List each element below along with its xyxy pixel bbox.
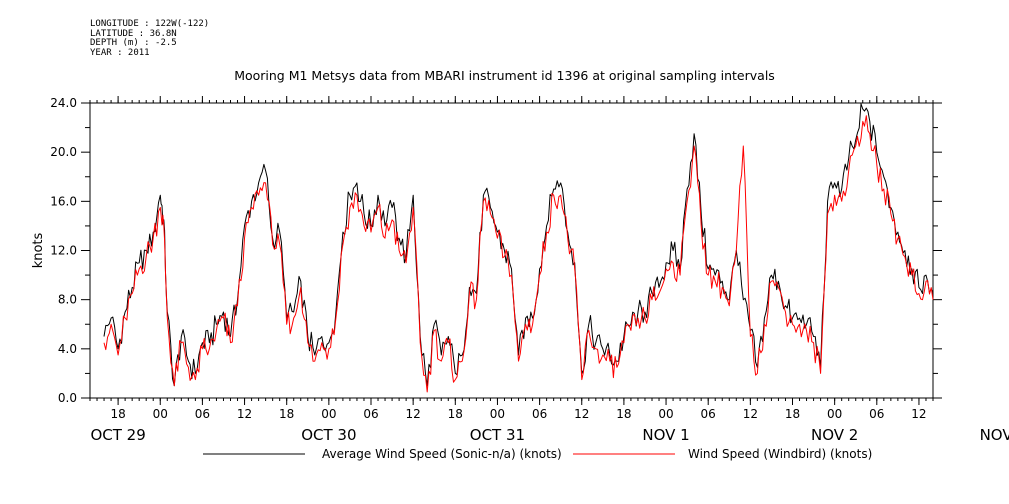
x-tick-label: 00: [827, 407, 842, 421]
x-date-label: OCT 29: [90, 426, 145, 444]
x-tick-label: 06: [701, 407, 716, 421]
x-tick-label: 18: [448, 407, 463, 421]
meta-depth: DEPTH (m) : -2.5: [90, 38, 177, 48]
x-tick-label: 00: [658, 407, 673, 421]
x-tick-label: 12: [743, 407, 758, 421]
series-line-average-wind-speed: [103, 103, 934, 387]
legend-label-average: Average Wind Speed (Sonic-n/a) (knots): [322, 447, 562, 461]
meta-latitude: LATITUDE : 36.8N: [90, 28, 177, 39]
meta-year: YEAR : 2011: [90, 47, 150, 58]
chart-title: Mooring M1 Metsys data from MBARI instru…: [234, 68, 775, 83]
x-tick-label: 18: [279, 407, 294, 421]
x-date-label: NOV 2: [811, 426, 858, 444]
y-tick-label: 8.0: [58, 293, 77, 307]
y-tick-label: 12.0: [50, 244, 77, 258]
x-tick-label: 18: [616, 407, 631, 421]
x-tick-label: 12: [911, 407, 926, 421]
meta-longitude: LONGITUDE : 122W(-122): [90, 19, 210, 29]
y-tick-label: 0.0: [58, 391, 77, 405]
legend-label-windbird: Wind Speed (Windbird) (knots): [688, 447, 872, 461]
x-tick-label: 12: [574, 407, 589, 421]
x-tick-label: 06: [195, 407, 210, 421]
x-tick-label: 12: [237, 407, 252, 421]
x-date-label: NOV 1: [642, 426, 689, 444]
x-tick-label: 06: [363, 407, 378, 421]
x-tick-label: 18: [785, 407, 800, 421]
x-date-label: OCT 31: [470, 426, 525, 444]
x-tick-label: 00: [321, 407, 336, 421]
x-tick-label: 00: [153, 407, 168, 421]
series-line-windbird-wind-speed: [103, 115, 934, 393]
x-date-label: NOV 3: [980, 426, 1009, 444]
y-tick-label: 16.0: [50, 194, 77, 208]
x-tick-label: 00: [490, 407, 505, 421]
metadata-block: LONGITUDE : 122W(-122) LATITUDE : 36.8N …: [90, 19, 210, 58]
x-tick-label: 06: [869, 407, 884, 421]
x-tick-label: 12: [406, 407, 421, 421]
y-tick-label: 20.0: [50, 145, 77, 159]
x-tick-label: 06: [532, 407, 547, 421]
y-tick-label: 4.0: [58, 342, 77, 356]
y-tick-label: 24.0: [50, 96, 77, 110]
x-tick-label: 18: [110, 407, 125, 421]
plot-frame: [89, 102, 934, 399]
y-axis-label: knots: [31, 232, 46, 268]
x-date-label: OCT 30: [301, 426, 356, 444]
